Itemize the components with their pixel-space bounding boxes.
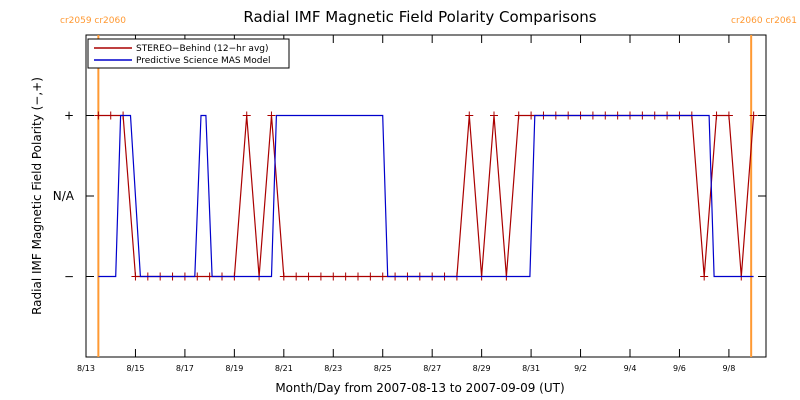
data-point-stereo bbox=[465, 111, 474, 120]
legend: STEREO−Behind (12−hr avg) Predictive Sci… bbox=[87, 38, 290, 69]
data-point-stereo bbox=[700, 272, 709, 281]
legend-label-stereo: STEREO−Behind (12−hr avg) bbox=[136, 44, 269, 54]
x-tick-label: 9/2 bbox=[574, 364, 587, 373]
legend-box bbox=[87, 38, 290, 69]
data-point-stereo bbox=[94, 111, 103, 120]
data-point-stereo bbox=[712, 111, 721, 120]
x-tick-label: 8/15 bbox=[126, 364, 144, 373]
series-layer bbox=[94, 111, 758, 281]
plot-area bbox=[85, 34, 767, 358]
x-tick-label: 9/6 bbox=[673, 364, 686, 373]
x-tick-label: 8/17 bbox=[176, 364, 194, 373]
data-point-stereo bbox=[527, 111, 536, 120]
data-point-stereo bbox=[378, 272, 387, 281]
x-tick-label: 9/4 bbox=[624, 364, 637, 373]
series-line-model bbox=[98, 114, 754, 278]
rotation-label-end: cr2060 cr2061 bbox=[731, 16, 797, 26]
data-point-stereo bbox=[514, 111, 523, 120]
data-point-stereo bbox=[316, 272, 325, 281]
x-tick-label: 8/23 bbox=[324, 364, 342, 373]
data-point-stereo bbox=[304, 272, 313, 281]
y-axis: + N/A − bbox=[53, 109, 766, 284]
y-axis-title: Radial IMF Magnetic Field Polarity (−,+) bbox=[30, 77, 44, 315]
data-point-stereo bbox=[267, 111, 276, 120]
data-point-stereo bbox=[279, 272, 288, 281]
data-point-stereo bbox=[749, 111, 758, 120]
data-point-stereo bbox=[366, 272, 375, 281]
x-tick-label: 8/19 bbox=[225, 364, 243, 373]
x-tick-label: 8/29 bbox=[473, 364, 491, 373]
x-tick-label: 8/21 bbox=[275, 364, 293, 373]
y-tick-label: − bbox=[64, 270, 74, 284]
data-point-stereo bbox=[292, 272, 301, 281]
y-tick-label: N/A bbox=[53, 189, 75, 203]
data-point-stereo bbox=[106, 111, 115, 120]
chart-title: Radial IMF Magnetic Field Polarity Compa… bbox=[243, 8, 596, 26]
x-tick-label: 8/27 bbox=[423, 364, 441, 373]
data-point-stereo bbox=[341, 272, 350, 281]
x-tick-label: 8/25 bbox=[374, 364, 392, 373]
series-line-stereo bbox=[98, 114, 755, 278]
rotation-boundaries bbox=[97, 35, 753, 357]
x-axis-title: Month/Day from 2007-08-13 to 2007-09-09 … bbox=[275, 381, 564, 395]
x-tick-label: 8/13 bbox=[77, 364, 95, 373]
data-point-stereo bbox=[242, 111, 251, 120]
data-point-stereo bbox=[354, 272, 362, 281]
rotation-label-start: cr2059 cr2060 bbox=[60, 16, 126, 26]
x-tick-label: 8/31 bbox=[522, 364, 540, 373]
legend-label-model: Predictive Science MAS Model bbox=[136, 56, 271, 66]
x-tick-label: 9/8 bbox=[722, 364, 735, 373]
y-tick-label: + bbox=[64, 109, 74, 123]
data-point-stereo bbox=[724, 111, 733, 120]
data-point-stereo bbox=[131, 272, 140, 281]
data-point-stereo bbox=[329, 272, 338, 281]
data-point-stereo bbox=[490, 111, 498, 120]
x-axis: 8/13 8/15 8/17 8/19 8/21 8/23 8/25 8/27 8/29 8/31… bbox=[77, 35, 735, 373]
